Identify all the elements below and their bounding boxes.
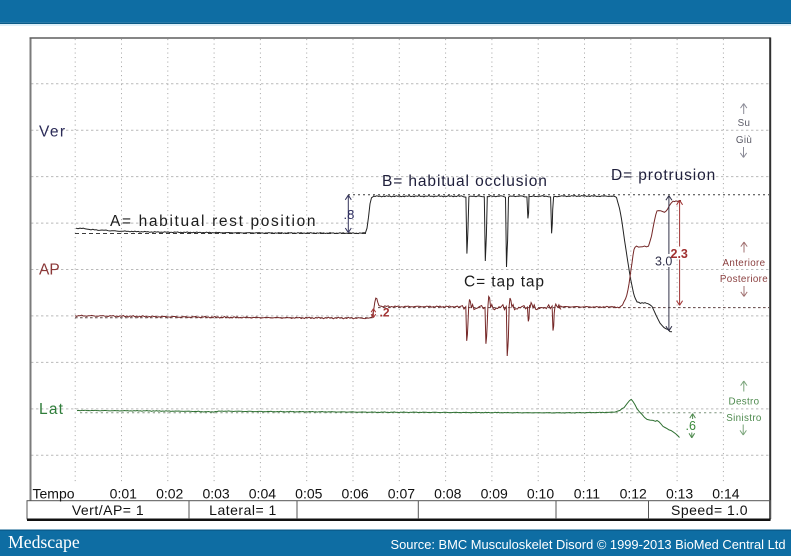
svg-text:Speed= 1.0: Speed= 1.0 [671,502,748,518]
svg-text:Destro: Destro [729,397,760,408]
svg-text:0:02: 0:02 [156,486,183,502]
svg-text:Posteriore: Posteriore [720,274,768,285]
svg-text:.2: .2 [380,306,390,320]
svg-text:D= protrusion: D= protrusion [611,167,716,184]
svg-text:C= tap tap: C= tap tap [464,274,545,291]
svg-text:2.3: 2.3 [671,247,688,261]
svg-text:Anteriore: Anteriore [723,258,766,269]
svg-text:Giù: Giù [736,135,752,146]
svg-text:Medscape: Medscape [8,532,80,552]
svg-text:0:01: 0:01 [110,486,137,502]
svg-text:0:11: 0:11 [574,486,600,502]
svg-text:Tempo: Tempo [33,486,75,502]
svg-text:Lateral= 1: Lateral= 1 [209,502,277,518]
svg-text:Vert/AP= 1: Vert/AP= 1 [72,502,144,518]
svg-text:0:14: 0:14 [712,486,739,502]
svg-text:Sinistro: Sinistro [726,413,762,424]
svg-text:A= habitual rest position: A= habitual rest position [110,213,317,230]
svg-text:B= habitual occlusion: B= habitual occlusion [382,173,548,190]
svg-text:3.0: 3.0 [655,255,672,269]
svg-text:Lat: Lat [39,401,64,418]
svg-text:0:09: 0:09 [481,486,508,502]
svg-text:.8: .8 [344,207,355,222]
svg-text:Ver: Ver [39,124,66,141]
svg-text:Su: Su [738,118,751,129]
svg-text:AP: AP [39,262,60,279]
svg-text:0:06: 0:06 [341,486,368,502]
svg-text:0:12: 0:12 [620,486,647,502]
svg-text:0:13: 0:13 [666,486,693,502]
svg-text:.6: .6 [686,419,696,433]
svg-text:Source: BMC Musculoskelet Diso: Source: BMC Musculoskelet Disord © 1999-… [391,537,786,552]
svg-text:0:07: 0:07 [388,486,415,502]
svg-text:0:08: 0:08 [434,486,461,502]
svg-text:0:04: 0:04 [249,486,276,502]
svg-text:0:10: 0:10 [527,486,554,502]
svg-text:0:05: 0:05 [295,486,322,502]
svg-text:0:03: 0:03 [202,486,229,502]
